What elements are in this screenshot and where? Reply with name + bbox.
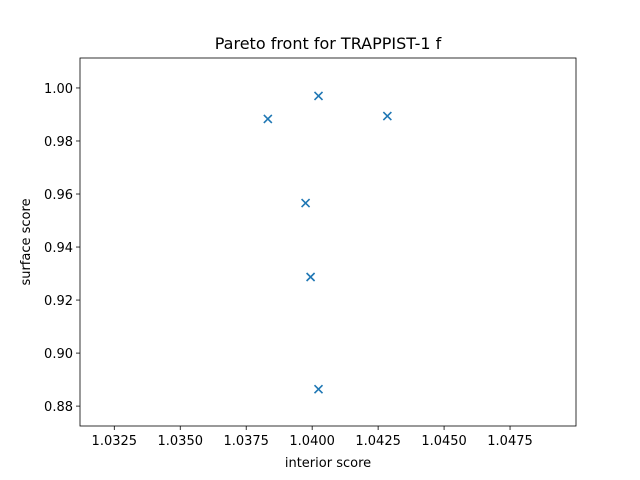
scatter-point (313, 384, 324, 394)
y-tick-label: 0.98 (44, 135, 73, 150)
scatter-point (263, 114, 273, 124)
scatter-point (382, 111, 392, 121)
chart-title: Pareto front for TRAPPIST-1 f (215, 34, 442, 53)
x-tick-label: 1.0400 (289, 434, 335, 449)
y-axis-label: surface score (19, 198, 34, 285)
plot-frame (79, 57, 577, 427)
x-axis-label: interior score (285, 456, 371, 471)
y-tick-label: 0.92 (44, 294, 73, 309)
y-tick-label: 0.90 (44, 347, 73, 362)
scatter-point (306, 272, 316, 282)
scatter-point (313, 91, 324, 101)
scatter-point (301, 198, 311, 208)
x-tick-label: 1.0425 (355, 434, 401, 449)
y-tick-label: 1.00 (44, 82, 73, 97)
x-tick-label: 1.0375 (223, 434, 269, 449)
y-tick-label: 0.96 (44, 188, 73, 203)
x-tick-label: 1.0475 (487, 434, 533, 449)
x-tick-label: 1.0350 (158, 434, 204, 449)
x-tick-label: 1.0450 (421, 434, 467, 449)
x-tick-label: 1.0325 (92, 434, 138, 449)
y-tick-label: 0.88 (44, 400, 73, 415)
y-tick-label: 0.94 (44, 241, 73, 256)
